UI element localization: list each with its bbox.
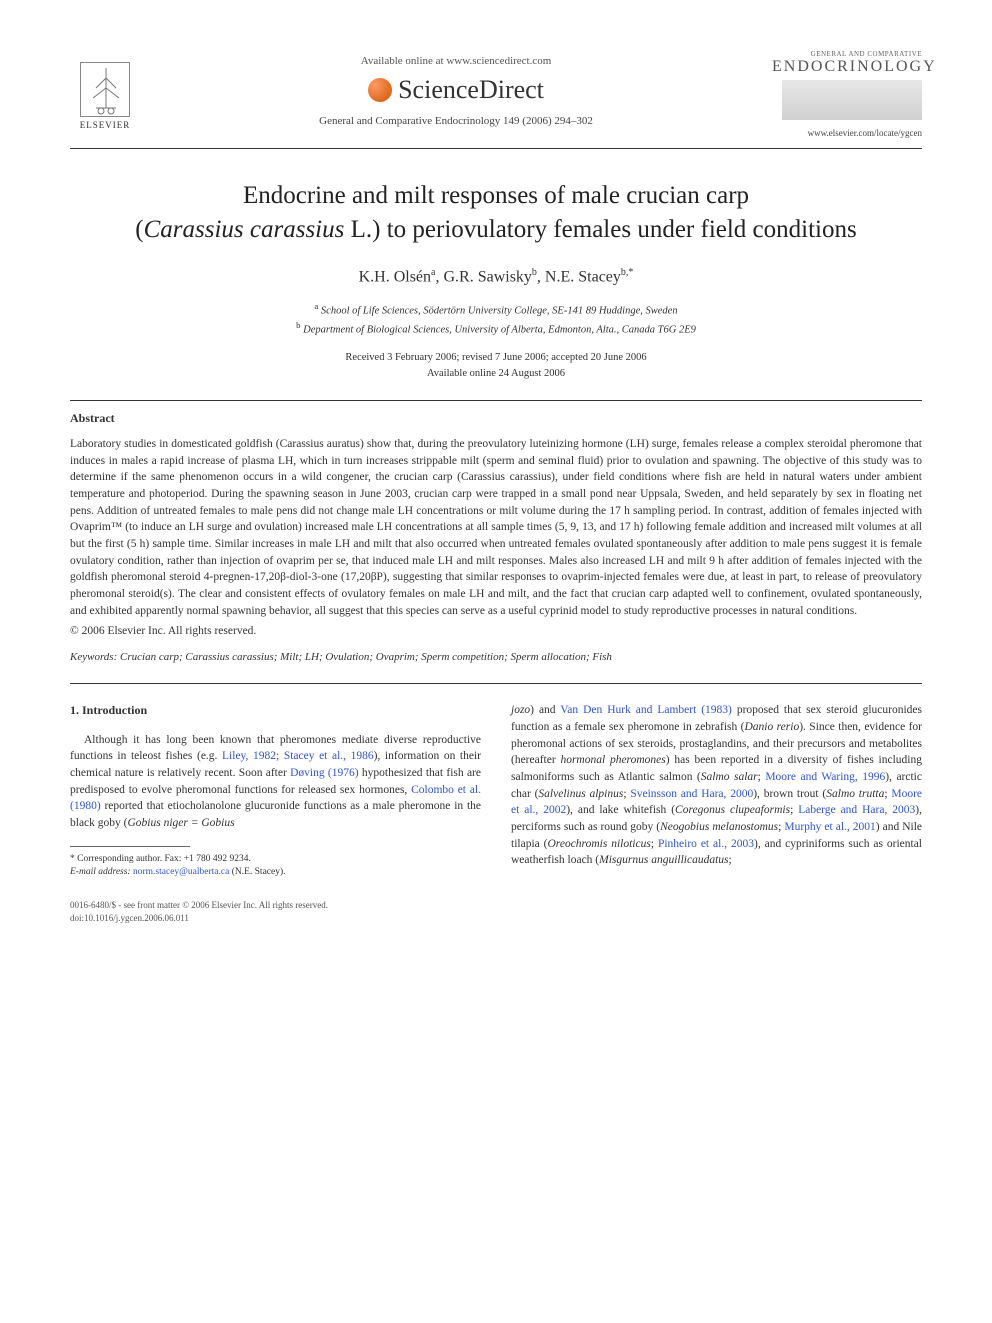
dates-line1: Received 3 February 2006; revised 7 June…: [345, 352, 646, 363]
keywords-label: Keywords:: [70, 651, 117, 663]
elsevier-tree-icon: [80, 62, 130, 117]
citation-laberge-hara[interactable]: Laberge and Hara, 2003: [798, 804, 915, 816]
citation-pinheiro[interactable]: Pinheiro et al., 2003: [658, 838, 754, 850]
elsevier-logo: ELSEVIER: [70, 50, 140, 130]
copyright-line: © 2006 Elsevier Inc. All rights reserved…: [70, 625, 922, 637]
sciencedirect-wordmark: ScienceDirect: [398, 75, 544, 105]
corresponding-footnote: * Corresponding author. Fax: +1 780 492 …: [70, 853, 481, 880]
column-right: jozo) and Van Den Hurk and Lambert (1983…: [511, 702, 922, 879]
abstract-top-divider: [70, 400, 922, 401]
citation-vandenhurk[interactable]: Van Den Hurk and Lambert (1983): [560, 704, 732, 716]
title-line2-species: Carassius carassius: [144, 216, 345, 243]
journal-cover-block: GENERAL AND COMPARATIVE ENDOCRINOLOGY ww…: [772, 50, 922, 138]
abstract-heading: Abstract: [70, 411, 922, 426]
journal-url: www.elsevier.com/locate/ygcen: [772, 128, 922, 138]
footer-block: 0016-6480/$ - see front matter © 2006 El…: [70, 899, 922, 924]
aff-a: School of Life Sciences, Södertörn Unive…: [318, 305, 677, 316]
abstract-bottom-divider: [70, 683, 922, 684]
keywords-line: Keywords: Crucian carp; Carassius carass…: [70, 651, 922, 663]
author-2-sup: b: [532, 267, 537, 278]
dates-line2: Available online 24 August 2006: [427, 368, 565, 379]
aff-b: Department of Biological Sciences, Unive…: [301, 325, 696, 336]
author-1: K.H. Olsén: [359, 268, 431, 285]
center-header: Available online at www.sciencedirect.co…: [140, 50, 772, 127]
authors-line: K.H. Olséna, G.R. Sawiskyb, N.E. Staceyb…: [70, 267, 922, 286]
body-columns: 1. Introduction Although it has long bee…: [70, 702, 922, 879]
header-divider: [70, 148, 922, 149]
citation-liley-stacey[interactable]: Liley, 1982; Stacey et al., 1986: [222, 750, 374, 762]
footer-line1: 0016-6480/$ - see front matter © 2006 El…: [70, 900, 328, 910]
title-line2-post: L.) to periovulatory females under field…: [344, 216, 856, 243]
available-online-text: Available online at www.sciencedirect.co…: [140, 55, 772, 67]
elsevier-label: ELSEVIER: [80, 120, 131, 130]
journal-cover-title: ENDOCRINOLOGY: [772, 58, 922, 76]
intro-heading: 1. Introduction: [70, 702, 481, 719]
abstract-body: Laboratory studies in domesticated goldf…: [70, 436, 922, 619]
journal-cover-small-title: GENERAL AND COMPARATIVE: [772, 50, 922, 58]
journal-reference: General and Comparative Endocrinology 14…: [140, 115, 772, 127]
sciencedirect-ball-icon: [368, 78, 392, 102]
footnote-separator: [70, 846, 190, 847]
citation-murphy[interactable]: Murphy et al., 2001: [784, 821, 875, 833]
keywords-text: Crucian carp; Carassius carassius; Milt;…: [117, 651, 612, 663]
footer-line2: doi:10.1016/j.ygcen.2006.06.011: [70, 913, 189, 923]
affiliations: a School of Life Sciences, Södertörn Uni…: [70, 300, 922, 339]
intro-paragraph-1-cont: jozo) and Van Den Hurk and Lambert (1983…: [511, 702, 922, 869]
author-3: N.E. Stacey: [545, 268, 621, 285]
page-header: ELSEVIER Available online at www.science…: [70, 50, 922, 138]
sciencedirect-logo: ScienceDirect: [140, 75, 772, 105]
email-link[interactable]: norm.stacey@ualberta.ca: [131, 867, 230, 877]
citation-doving[interactable]: Døving (1976): [290, 767, 358, 779]
intro-paragraph-1: Although it has long been known that phe…: [70, 732, 481, 832]
author-3-sup: b,*: [621, 267, 634, 278]
article-dates: Received 3 February 2006; revised 7 June…: [70, 350, 922, 382]
author-1-sup: a: [431, 267, 435, 278]
title-line2-pre: (: [135, 216, 143, 243]
footnote-corr-line: * Corresponding author. Fax: +1 780 492 …: [70, 853, 481, 866]
citation-sveinsson-hara[interactable]: Sveinsson and Hara, 2000: [630, 788, 753, 800]
article-title: Endocrine and milt responses of male cru…: [110, 179, 882, 247]
author-2: G.R. Sawisky: [443, 268, 531, 285]
title-line1: Endocrine and milt responses of male cru…: [243, 182, 749, 209]
column-left: 1. Introduction Although it has long bee…: [70, 702, 481, 879]
citation-moore-waring[interactable]: Moore and Waring, 1996: [765, 771, 885, 783]
journal-cover-image: [782, 80, 922, 120]
footnote-email-line: E-mail address: norm.stacey@ualberta.ca …: [70, 866, 481, 879]
